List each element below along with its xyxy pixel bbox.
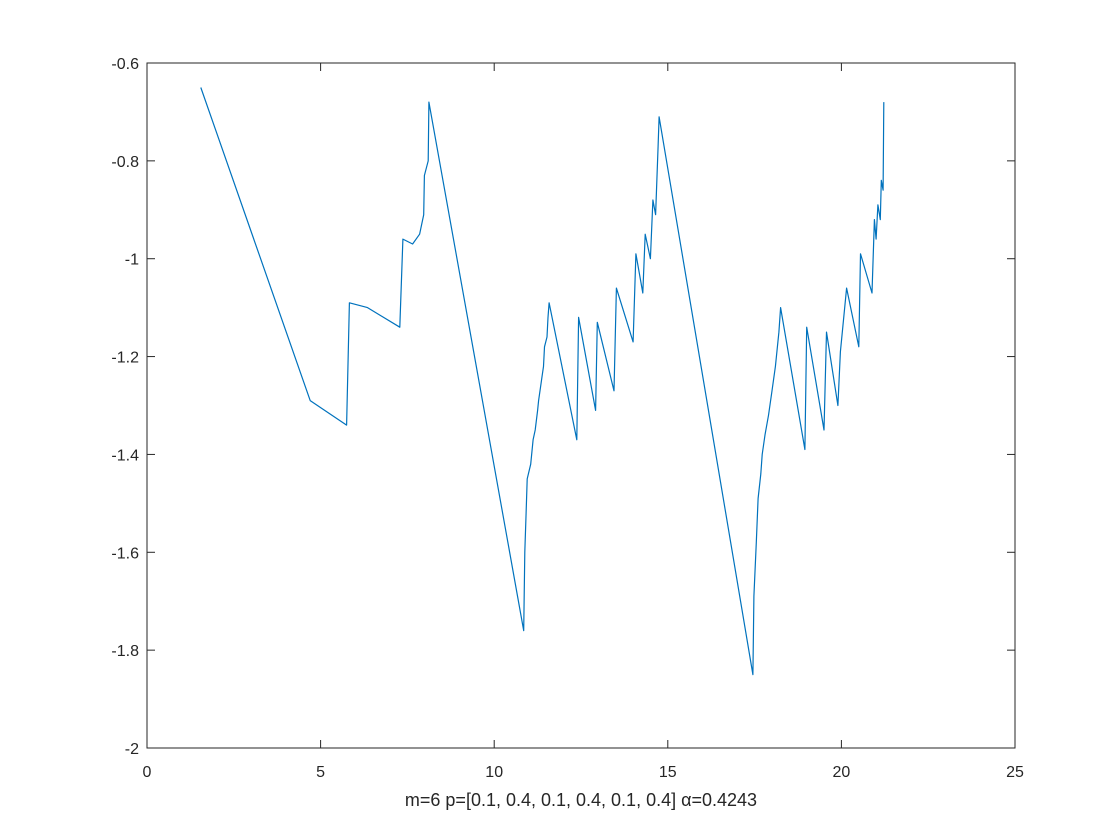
x-tick-label: 10 (485, 764, 503, 781)
y-axis-ticks: -2 -1.8 -1.6 -1.4 -1.2 -1 -0.8 -0.6 (111, 56, 1015, 758)
x-tick-label: 5 (316, 764, 325, 781)
y-tick-label: -1.2 (111, 350, 139, 367)
y-tick-label: -2 (125, 741, 139, 758)
y-tick-label: -0.6 (111, 56, 139, 73)
y-tick-label: -1.6 (111, 545, 139, 562)
y-tick-label: -1.8 (111, 643, 139, 660)
x-tick-label: 20 (833, 764, 851, 781)
data-series-line (200, 87, 885, 676)
y-tick-label: -1.4 (111, 447, 139, 464)
x-tick-label: 15 (659, 764, 677, 781)
x-tick-label: 0 (143, 764, 152, 781)
axes-box (146, 62, 1016, 749)
x-axis-label: m=6 p=[0.1, 0.4, 0.1, 0.4, 0.1, 0.4] α=0… (405, 790, 757, 810)
x-axis-ticks: 0 5 10 15 20 25 (143, 63, 1024, 781)
plot-background (147, 63, 1015, 748)
x-tick-label: 25 (1006, 764, 1024, 781)
y-tick-label: -0.8 (111, 154, 139, 171)
y-tick-label: -1 (125, 252, 139, 269)
